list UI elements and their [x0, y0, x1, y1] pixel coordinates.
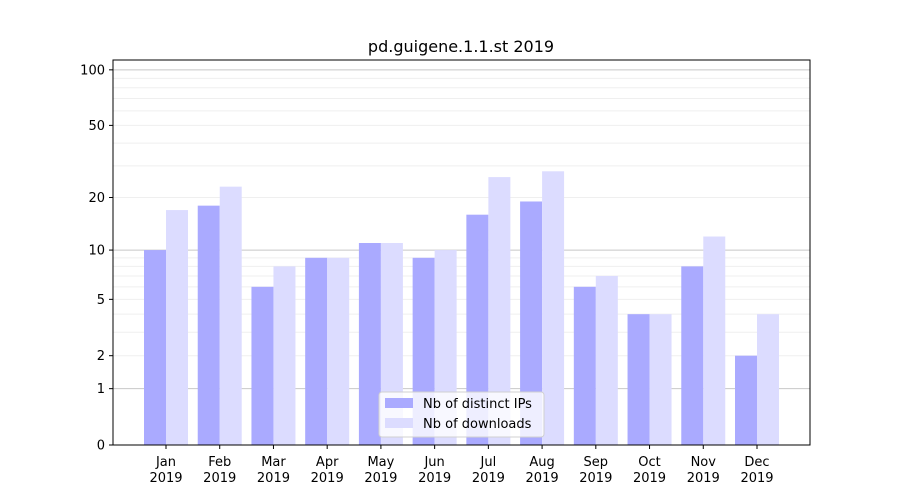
bar-distinct-ips	[358, 243, 381, 445]
bar-downloads	[327, 257, 350, 445]
x-tick-label: Jun 2019	[418, 455, 451, 486]
y-tick-label: 0	[97, 439, 105, 454]
legend-label: Nb of distinct IPs	[423, 397, 532, 412]
legend-box	[378, 391, 545, 438]
bar-distinct-ips	[197, 205, 220, 445]
y-tick-label: 100	[80, 63, 105, 78]
x-tick-label: Nov 2019	[687, 455, 720, 486]
y-tick-label: 2	[97, 349, 105, 364]
plot-frame	[112, 59, 811, 446]
x-tick-label: Apr 2019	[311, 455, 344, 486]
bar-downloads	[542, 171, 565, 445]
x-tick-label: Aug 2019	[526, 455, 559, 486]
bar-distinct-ips	[681, 266, 704, 445]
bar-downloads	[219, 186, 242, 446]
legend-swatch	[385, 418, 413, 428]
bar-downloads	[488, 177, 511, 445]
x-tick-label: Dec 2019	[740, 455, 773, 486]
bar-distinct-ips	[573, 286, 596, 445]
x-tick-label: Sep 2019	[579, 455, 612, 486]
legend: Nb of distinct IPs Nb of downloads	[378, 391, 545, 438]
y-tick-label: 5	[97, 293, 105, 308]
x-tick-label: Jul 2019	[472, 455, 505, 486]
x-tick-label: May 2019	[364, 455, 397, 486]
x-tick-label: Mar 2019	[257, 455, 290, 486]
bar-downloads	[595, 275, 618, 445]
x-tick-label: Jan 2019	[149, 455, 182, 486]
y-tick-label: 1	[97, 382, 105, 397]
bar-downloads	[166, 210, 188, 445]
bar-distinct-ips	[735, 355, 757, 445]
bar-distinct-ips	[305, 257, 328, 445]
chart-title: pd.guigene.1.1.st 2019	[368, 37, 554, 56]
bar-downloads	[757, 314, 779, 445]
bar-distinct-ips	[627, 314, 650, 445]
y-tick-label: 20	[88, 191, 105, 206]
x-tick-label: Feb 2019	[203, 455, 236, 486]
y-tick-label: 10	[88, 244, 105, 259]
bar-distinct-ips	[520, 201, 543, 445]
y-tick-label: 50	[88, 119, 105, 134]
bar-downloads	[273, 266, 296, 445]
bar-downloads	[703, 236, 726, 445]
bar-distinct-ips	[466, 214, 489, 445]
bar-downloads	[649, 314, 672, 445]
bar-distinct-ips	[144, 250, 166, 445]
legend-label: Nb of downloads	[423, 417, 532, 432]
bar-distinct-ips	[251, 286, 274, 445]
legend-swatch	[385, 398, 413, 408]
x-tick-label: Oct 2019	[633, 455, 666, 486]
